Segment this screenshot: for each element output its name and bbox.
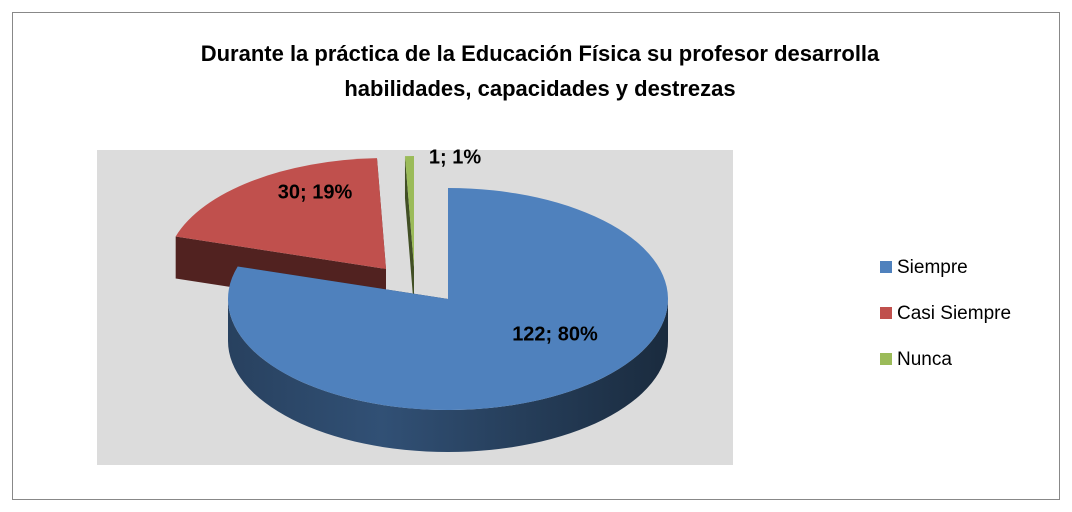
slice-top [228, 188, 669, 410]
slice-side [404, 156, 414, 309]
value-label: 30; 19% [278, 181, 353, 203]
legend: Siempre Casi Siempre Nunca [880, 257, 1011, 370]
legend-label: Casi Siempre [897, 303, 1011, 324]
value-label: 122; 80% [512, 323, 598, 345]
chart-title: Durante la práctica de la Educación Físi… [201, 41, 880, 101]
legend-swatch [880, 261, 892, 273]
legend-swatch [880, 307, 892, 319]
slice-top [404, 155, 414, 267]
legend-swatch [880, 353, 892, 365]
legend-label: Nunca [897, 349, 952, 370]
value-label: 1; 1% [429, 146, 481, 168]
pie: 122; 80% 30; 19% 1; 1% [175, 146, 669, 452]
legend-label: Siempre [897, 257, 968, 278]
slice-wall [228, 299, 668, 452]
slice-top [175, 158, 386, 269]
